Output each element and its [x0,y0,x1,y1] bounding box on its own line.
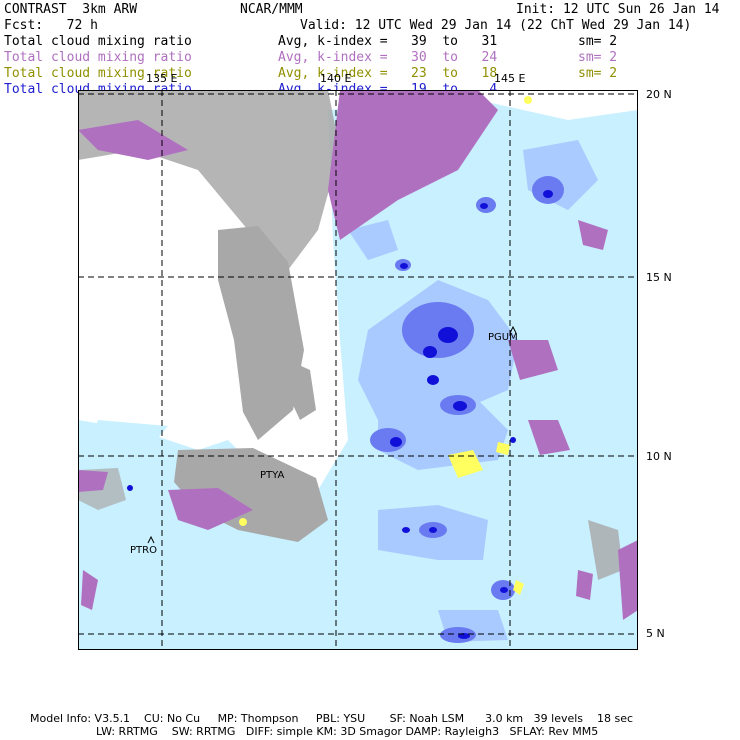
model-title: CONTRAST 3km ARW [4,2,138,17]
station-label-ptya: PTYA [260,470,285,481]
org-label: NCAR/MMM [240,2,303,17]
lat-label-20: 20 N [646,88,672,101]
legend-sm-3: sm= 2 [578,66,618,81]
lat-label-10: 10 N [646,450,672,463]
lon-label-140: 140 E [320,72,352,85]
model-info-line-1: Model Info: V3.5.1 CU: No Cu MP: Thompso… [30,712,634,725]
legend-sm-1: sm= 2 [578,34,618,49]
station-marker-pgum [509,325,517,334]
valid-time: Valid: 12 UTC Wed 29 Jan 14 (22 ChT Wed … [300,18,692,33]
latlon-grid [78,90,638,650]
legend-field-3: Total cloud mixing ratio [4,66,192,81]
legend-field-1: Total cloud mixing ratio [4,34,192,49]
forecast-hour: Fcst: 72 h [4,18,98,33]
lon-label-135: 135 E [146,72,178,85]
map-frame [78,90,638,650]
model-info-line-2: LW: RRTMG SW: RRTMG DIFF: simple KM: 3D … [96,725,599,738]
legend-stat-3: Avg, k-index = 23 to 18 [278,66,498,81]
legend-stat-1: Avg, k-index = 39 to 31 [278,34,498,49]
station-markers [147,325,517,544]
deep-blue-clouds [127,190,553,639]
station-label-pgum: PGUM [488,332,518,343]
legend-stat-2: Avg, k-index = 30 to 24 [278,50,498,65]
station-label-ptro: PTRO [130,545,157,556]
lat-label-15: 15 N [646,271,672,284]
lat-label-5: 5 N [646,627,665,640]
purple-clouds [78,90,638,620]
cloud-map [78,90,638,650]
legend-sm-2: sm= 2 [578,50,618,65]
station-marker-ptro [147,535,155,544]
legend-field-2: Total cloud mixing ratio [4,50,192,65]
lon-label-145: 145 E [494,72,526,85]
init-time: Init: 12 UTC Sun 26 Jan 14 [516,2,720,17]
yellow-clouds [239,96,532,595]
